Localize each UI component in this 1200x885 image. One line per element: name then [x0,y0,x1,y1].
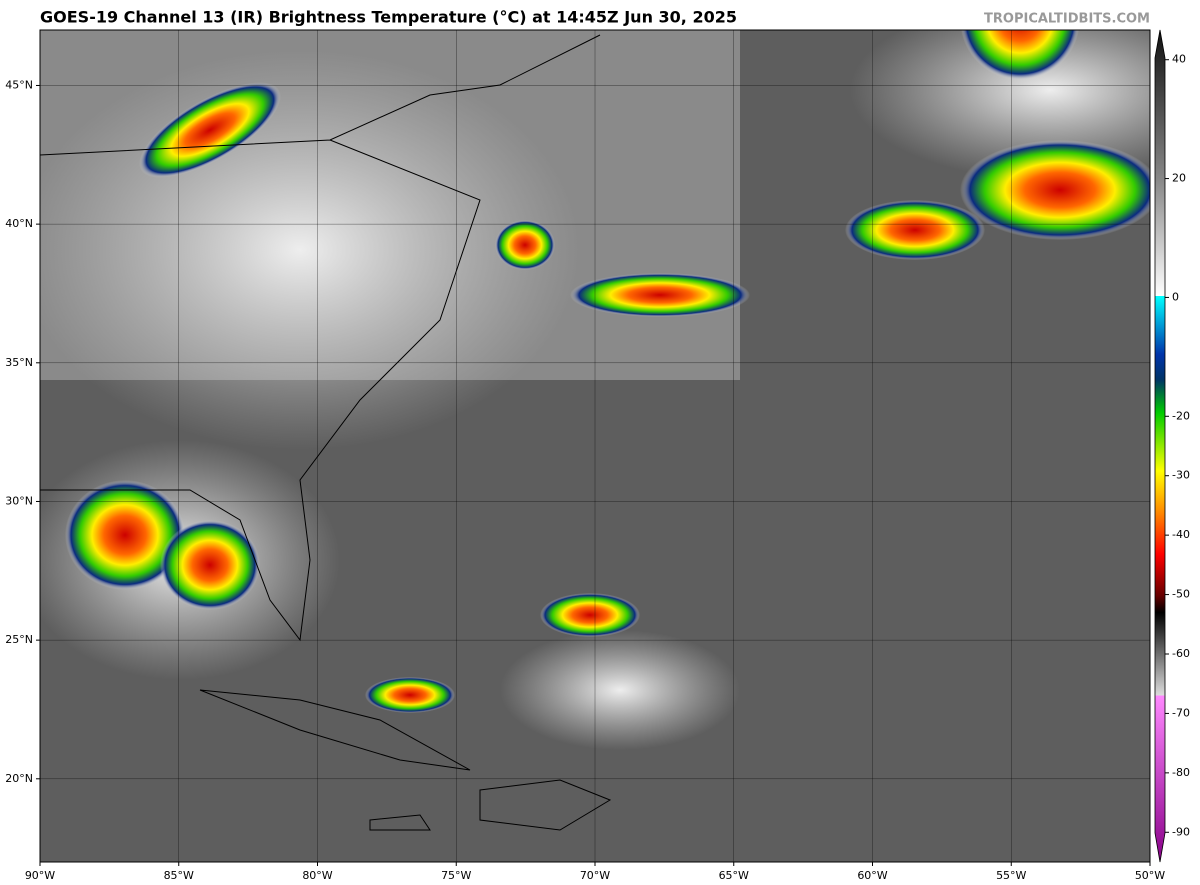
colorbar-label: 20 [1172,172,1186,185]
x-tick-label: 75°W [441,869,471,882]
title: GOES-19 Channel 13 (IR) Brightness Tempe… [40,8,737,27]
colorbar [1154,29,1166,863]
x-tick-label: 70°W [580,869,610,882]
colorbar-label: -80 [1172,766,1190,779]
x-tick-label: 90°W [25,869,55,882]
x-tick-label: 60°W [857,869,887,882]
colorbar-label: 40 [1172,53,1186,66]
colorbar-label: -30 [1172,469,1190,482]
x-tick-label: 65°W [719,869,749,882]
y-tick-label: 25°N [5,633,33,646]
x-tick-label: 50°W [1135,869,1165,882]
colorbar-label: -40 [1172,528,1190,541]
colorbar-label: -90 [1172,825,1190,838]
y-tick-label: 45°N [5,78,33,91]
x-tick-label: 80°W [302,869,332,882]
satellite-image [40,30,1150,862]
colorbar-label: -60 [1172,647,1190,660]
colorbar-label: -70 [1172,706,1190,719]
y-tick-label: 35°N [5,356,33,369]
colorbar-label: -50 [1172,588,1190,601]
y-tick-label: 30°N [5,494,33,507]
watermark: TROPICALTIDBITS.COM [984,12,1150,27]
y-tick-label: 40°N [5,217,33,230]
colorbar-label: -20 [1172,409,1190,422]
x-tick-label: 85°W [164,869,194,882]
colorbar-label: 0 [1172,290,1179,303]
y-tick-label: 20°N [5,772,33,785]
x-tick-label: 55°W [996,869,1026,882]
